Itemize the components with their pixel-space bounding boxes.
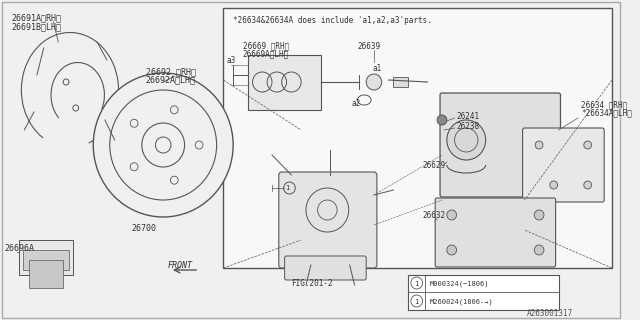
FancyBboxPatch shape	[440, 93, 561, 197]
Circle shape	[130, 119, 138, 127]
Text: 26634 〈RH〉: 26634 〈RH〉	[581, 100, 627, 109]
Text: M000324(−1806): M000324(−1806)	[429, 281, 489, 287]
Text: 26691B〈LH〉: 26691B〈LH〉	[12, 22, 61, 31]
Bar	[19, 240, 73, 275]
Text: a2: a2	[351, 99, 361, 108]
FancyBboxPatch shape	[523, 128, 604, 202]
Circle shape	[447, 245, 456, 255]
Circle shape	[195, 141, 203, 149]
Circle shape	[584, 181, 591, 189]
Text: 1: 1	[415, 281, 419, 286]
FancyBboxPatch shape	[279, 172, 377, 268]
Text: M260024(1806-→): M260024(1806-→)	[429, 299, 493, 305]
Bar	[394, 77, 408, 87]
Bar	[408, 275, 559, 310]
Circle shape	[93, 73, 233, 217]
Text: 26692A〈LH〉: 26692A〈LH〉	[146, 76, 196, 84]
Circle shape	[534, 245, 544, 255]
Bar	[29, 260, 63, 288]
Circle shape	[366, 74, 381, 90]
Circle shape	[584, 141, 591, 149]
FancyBboxPatch shape	[435, 198, 556, 267]
Bar	[248, 55, 321, 110]
Circle shape	[130, 163, 138, 171]
Circle shape	[170, 106, 178, 114]
Text: 26629: 26629	[422, 161, 445, 170]
Text: 1: 1	[285, 185, 290, 191]
Bar	[23, 250, 69, 270]
Text: 26241: 26241	[456, 111, 479, 121]
Circle shape	[437, 115, 447, 125]
Circle shape	[447, 210, 456, 220]
Text: 26700: 26700	[131, 223, 156, 233]
Text: 26691A〈RH〉: 26691A〈RH〉	[12, 13, 61, 22]
Text: *26634&26634A does include 'a1,a2,a3'parts.: *26634&26634A does include 'a1,a2,a3'par…	[233, 15, 432, 25]
Circle shape	[550, 181, 557, 189]
Text: a1: a1	[372, 63, 381, 73]
Circle shape	[534, 210, 544, 220]
Text: a3: a3	[227, 55, 236, 65]
Text: 26669 〈RH〉: 26669 〈RH〉	[243, 42, 289, 51]
Text: 1: 1	[415, 299, 419, 305]
Text: *26634A〈LH〉: *26634A〈LH〉	[581, 108, 632, 117]
Text: 26238: 26238	[456, 122, 479, 131]
Text: FRONT: FRONT	[167, 260, 192, 269]
Text: 26632: 26632	[422, 211, 445, 220]
Text: 26696A: 26696A	[5, 244, 35, 252]
Text: 26692 〈RH〉: 26692 〈RH〉	[146, 68, 196, 76]
Bar	[223, 8, 612, 268]
Text: 26639: 26639	[358, 42, 381, 51]
FancyBboxPatch shape	[285, 256, 366, 280]
Text: A263001317: A263001317	[527, 308, 573, 317]
Text: 26669A〈LH〉: 26669A〈LH〉	[243, 50, 289, 59]
Text: FIG.201‑2: FIG.201‑2	[291, 278, 333, 287]
Circle shape	[447, 120, 486, 160]
Circle shape	[170, 176, 178, 184]
Circle shape	[535, 141, 543, 149]
